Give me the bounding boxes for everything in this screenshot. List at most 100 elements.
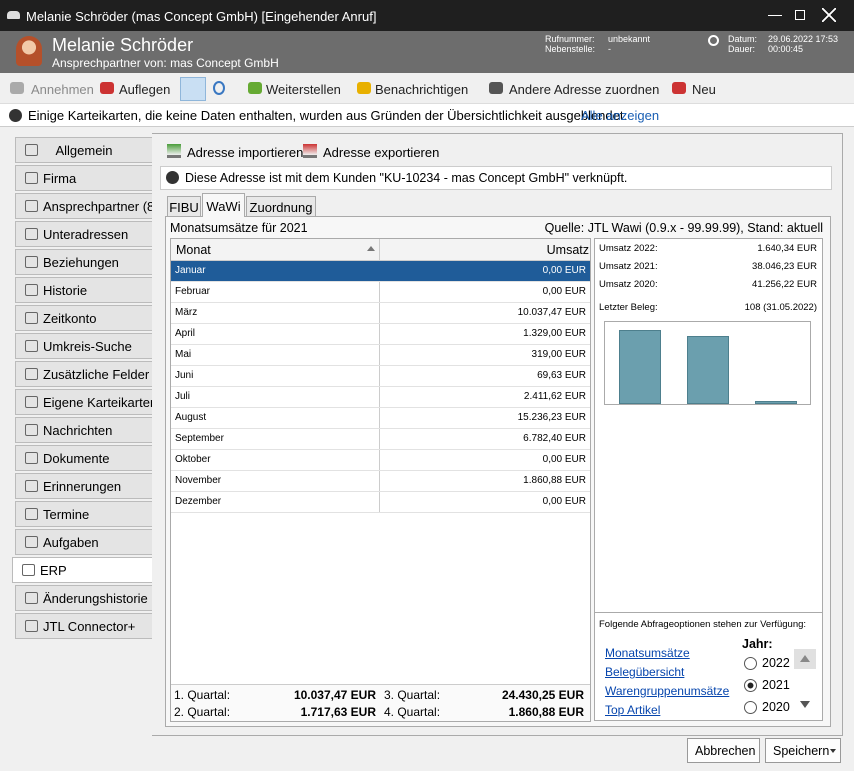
tab[interactable]: FIBU [167, 196, 201, 217]
notice-text: Diese Adresse ist mit dem Kunden "KU-102… [185, 171, 628, 185]
quarter-label: 4. Quartal: [384, 705, 441, 719]
table-row[interactable]: Dezember 0,00 EUR [171, 492, 590, 513]
side-tab-label: Zeitkonto [43, 311, 97, 326]
year-radio[interactable] [744, 701, 757, 714]
toolbar-button[interactable]: Auflegen [119, 82, 171, 97]
side-tab-icon [25, 508, 38, 520]
window-max-button[interactable] [795, 10, 805, 20]
duration-label: Dauer: [728, 44, 756, 54]
month-cell: Juni [175, 370, 194, 381]
table-row[interactable]: Mai 319,00 EUR [171, 345, 590, 366]
side-tab-label: Erinnerungen [43, 479, 122, 494]
tab[interactable]: WaWi [202, 193, 245, 217]
year-option[interactable]: 2021 [762, 678, 790, 692]
side-tab-icon [25, 256, 38, 268]
action-button[interactable]: Adresse importieren [187, 145, 304, 160]
dialog-button[interactable]: Speichern [765, 738, 841, 763]
table-row[interactable]: September 6.782,40 EUR [171, 429, 590, 450]
avatar [16, 36, 42, 66]
split-arrow[interactable] [830, 749, 836, 753]
side-tab[interactable]: Dokumente [15, 445, 153, 471]
table-row[interactable]: Januar 0,00 EUR [171, 261, 590, 282]
table-row[interactable]: Juli 2.411,62 EUR [171, 387, 590, 408]
info-text: Einige Karteikarten, die keine Daten ent… [28, 108, 628, 123]
side-tab-icon [25, 480, 38, 492]
year-option[interactable]: 2020 [762, 700, 790, 714]
side-tab[interactable]: Historie [15, 277, 153, 303]
column-header[interactable]: Monat [176, 243, 211, 257]
column-header[interactable]: Umsatz [546, 243, 589, 257]
query-link[interactable]: Belegübersicht [605, 665, 685, 679]
side-tab[interactable]: Zeitkonto [15, 305, 153, 331]
amount-cell: 69,63 EUR [537, 370, 586, 381]
table-row[interactable]: April 1.329,00 EUR [171, 324, 590, 345]
show-all-link[interactable]: Alle anzeigen [581, 108, 660, 123]
side-tab[interactable]: Umkreis-Suche [15, 333, 153, 359]
side-tab[interactable]: Zusätzliche Felder [15, 361, 153, 387]
window-min-button[interactable] [768, 8, 782, 16]
year-radio[interactable] [744, 679, 757, 692]
toolbar-button[interactable]: Andere Adresse zuordnen [509, 82, 660, 97]
side-tab-label: Termine [43, 507, 90, 522]
side-tab[interactable]: Erinnerungen [15, 473, 153, 499]
action-icon [167, 144, 181, 158]
toolbar-icon [672, 82, 686, 94]
side-tab[interactable]: Änderungshistorie [15, 585, 153, 611]
side-tab[interactable]: ERP [12, 557, 153, 583]
year-radio[interactable] [744, 657, 757, 670]
month-cell: Oktober [175, 454, 211, 465]
table-row[interactable]: Oktober 0,00 EUR [171, 450, 590, 471]
side-tab[interactable]: Eigene Karteikarten [15, 389, 157, 415]
side-tab[interactable]: Nachrichten [15, 417, 153, 443]
table-row[interactable]: Februar 0,00 EUR [171, 282, 590, 303]
window-close-button[interactable] [822, 8, 836, 22]
options-heading: Folgende Abfrageoptionen stehen zur Verf… [599, 619, 807, 630]
side-tab-icon [25, 396, 38, 408]
side-tab[interactable]: Ansprechpartner (8) [15, 193, 159, 219]
side-tab[interactable]: Aufgaben [15, 529, 153, 555]
year-option[interactable]: 2022 [762, 656, 790, 670]
side-tab-label: Nachrichten [43, 423, 113, 438]
toolbar-button[interactable]: Neu [692, 82, 716, 97]
query-link[interactable]: Top Artikel [605, 703, 661, 717]
query-link[interactable]: Warengruppenumsätze [605, 684, 730, 698]
amount-cell: 1.329,00 EUR [523, 328, 586, 339]
dialog-button[interactable]: Abbrechen [687, 738, 760, 763]
amount-cell: 1.860,88 EUR [523, 475, 586, 486]
amount-cell: 6.782,40 EUR [523, 433, 586, 444]
toolbar-button[interactable]: Benachrichtigen [375, 82, 469, 97]
info-icon [9, 109, 22, 122]
side-tab[interactable]: Firma [15, 165, 153, 191]
side-tab[interactable]: Allgemein [15, 137, 153, 163]
quarter-value: 1.717,63 EUR [300, 705, 376, 719]
side-tab-label: Eigene Karteikarten [43, 395, 158, 410]
amount-cell: 10.037,47 EUR [517, 307, 586, 318]
table-row[interactable]: August 15.236,23 EUR [171, 408, 590, 429]
query-link[interactable]: Monatsumsätze [605, 646, 690, 660]
stat-label: Umsatz 2021: [599, 261, 658, 272]
action-icon [303, 144, 317, 158]
sales-heading: Monatsumsätze für 2021 [170, 221, 308, 235]
side-tab-label: Aufgaben [43, 535, 99, 550]
stat-label: Umsatz 2020: [599, 279, 658, 290]
toolbar-button[interactable]: Weiterstellen [266, 82, 341, 97]
side-tab[interactable]: Beziehungen [15, 249, 153, 275]
side-tab[interactable]: Unteradressen [15, 221, 153, 247]
side-tab-icon [25, 368, 38, 380]
side-tab[interactable]: JTL Connector+ [15, 613, 153, 639]
side-tab[interactable]: Termine [15, 501, 153, 527]
tab-label: FIBU [169, 200, 199, 215]
table-row[interactable]: März 10.037,47 EUR [171, 303, 590, 324]
clock-icon [708, 35, 719, 46]
toolbar-button[interactable]: Annehmen [31, 82, 94, 97]
amount-cell: 2.411,62 EUR [523, 391, 586, 402]
bar [687, 335, 729, 404]
title-bar [0, 0, 854, 31]
table-row[interactable]: Juni 69,63 EUR [171, 366, 590, 387]
scroll-down-arrow[interactable] [800, 701, 810, 708]
table-row[interactable]: November 1.860,88 EUR [171, 471, 590, 492]
side-tab-icon [25, 592, 38, 604]
tab[interactable]: Zuordnung [246, 196, 316, 217]
action-button[interactable]: Adresse exportieren [323, 145, 440, 160]
options-panel [594, 612, 823, 721]
